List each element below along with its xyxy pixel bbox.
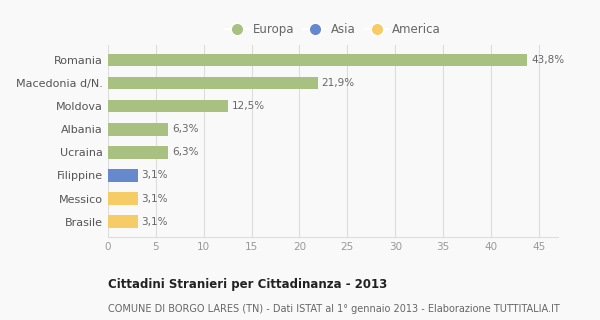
Bar [108, 100, 227, 112]
Bar [108, 77, 317, 89]
Bar [108, 192, 137, 205]
Text: 6,3%: 6,3% [172, 124, 199, 134]
Legend: Europa, Asia, America: Europa, Asia, America [221, 18, 445, 41]
Text: 21,9%: 21,9% [322, 78, 355, 88]
Text: 43,8%: 43,8% [531, 55, 565, 65]
Text: 3,1%: 3,1% [142, 217, 168, 227]
Bar [108, 146, 169, 159]
Bar [108, 123, 169, 136]
Text: 3,1%: 3,1% [142, 171, 168, 180]
Text: 12,5%: 12,5% [232, 101, 265, 111]
Text: 6,3%: 6,3% [172, 147, 199, 157]
Bar [108, 53, 527, 66]
Text: COMUNE DI BORGO LARES (TN) - Dati ISTAT al 1° gennaio 2013 - Elaborazione TUTTIT: COMUNE DI BORGO LARES (TN) - Dati ISTAT … [108, 304, 560, 314]
Text: Cittadini Stranieri per Cittadinanza - 2013: Cittadini Stranieri per Cittadinanza - 2… [108, 278, 387, 292]
Bar [108, 215, 137, 228]
Bar [108, 169, 137, 182]
Text: 3,1%: 3,1% [142, 194, 168, 204]
